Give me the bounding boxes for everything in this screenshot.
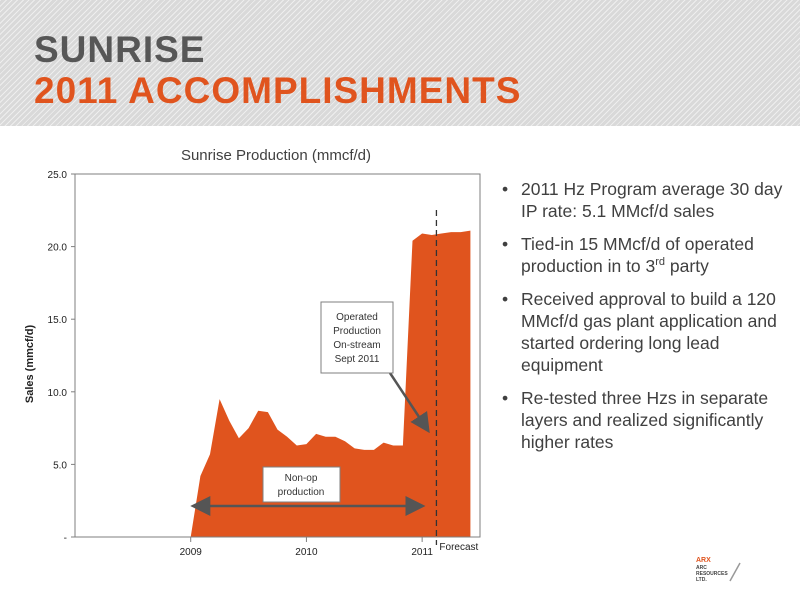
y-tick-label: 5.0 (53, 460, 67, 471)
bullet-item: • 2011 Hz Program average 30 day IP rate:… (502, 178, 794, 222)
bullet-superscript: rd (655, 256, 666, 269)
y-tick-label: 15.0 (48, 315, 68, 326)
operated-callout-box (320, 301, 394, 374)
plot-frame (74, 173, 481, 538)
title-line-2: 2011 ACCOMPLISHMENTS (34, 70, 522, 111)
y-tick-label: 20.0 (48, 243, 68, 254)
bullet-item: • Received approval to build a 120 MMcf/d… (502, 288, 794, 376)
y-tick-label: - (64, 533, 67, 544)
nonop-callout-text: Non-op (285, 473, 318, 484)
production-area (190, 230, 471, 537)
bullet-dot: • (502, 289, 509, 309)
accomplishments-list: • 2011 Hz Program average 30 day IP rate:… (502, 178, 794, 464)
operated-arrow (388, 372, 430, 434)
bullet-dot: • (502, 234, 509, 254)
logo-arc: ARC (696, 565, 707, 571)
bullet-item: • Re-tested three Hzs in separate layers … (502, 387, 794, 453)
y-axis-label: Sales (mmcf/d) (24, 325, 36, 404)
operated-callout-text: Production (333, 326, 381, 337)
title-line-1: SUNRISE (34, 29, 206, 70)
operated-callout-text: On-stream (333, 340, 380, 351)
nonop-callout-box (262, 466, 341, 503)
logo-slash (729, 562, 741, 582)
chart-title: Sunrise Production (mmcf/d) (181, 147, 371, 164)
logo-ltd: LTD. (696, 577, 707, 583)
bullet-item: • Tied-in 15 MMcf/d of operated productio… (502, 233, 794, 277)
nonop-callout-text: production (278, 487, 325, 498)
arc-resources-logo: ARX ARC RESOURCES LTD. (696, 557, 741, 583)
bullet-text: Tied-in 15 MMcf/d of operated production… (521, 234, 754, 276)
bullet-text: Re-tested three Hzs in separate layers a… (521, 388, 769, 452)
bullet-dot: • (502, 179, 509, 199)
logo-resources: RESOURCES (696, 571, 728, 577)
header-banner: SUNRISE 2011 ACCOMPLISHMENTS (0, 0, 800, 126)
logo-arx: ARX (696, 557, 711, 564)
x-tick-label: 2009 (180, 547, 203, 556)
bullet-text: Received approval to build a 120 MMcf/d … (521, 289, 777, 375)
y-tick-label: 10.0 (48, 388, 68, 399)
bullet-text: 2011 Hz Program average 30 day IP rate: … (521, 179, 783, 221)
bullet-dot: • (502, 388, 509, 408)
bullet-text-end: party (665, 256, 709, 276)
y-tick-label: 25.0 (48, 170, 68, 181)
operated-callout-text: Sept 2011 (335, 354, 380, 365)
operated-callout-text: Operated (336, 312, 378, 323)
forecast-label: Forecast (439, 542, 478, 553)
production-chart: Sunrise Production (mmcf/d) Sales (mmcf/… (24, 147, 481, 556)
x-tick-label: 2010 (295, 547, 318, 556)
x-tick-label: 2011 (411, 547, 433, 556)
